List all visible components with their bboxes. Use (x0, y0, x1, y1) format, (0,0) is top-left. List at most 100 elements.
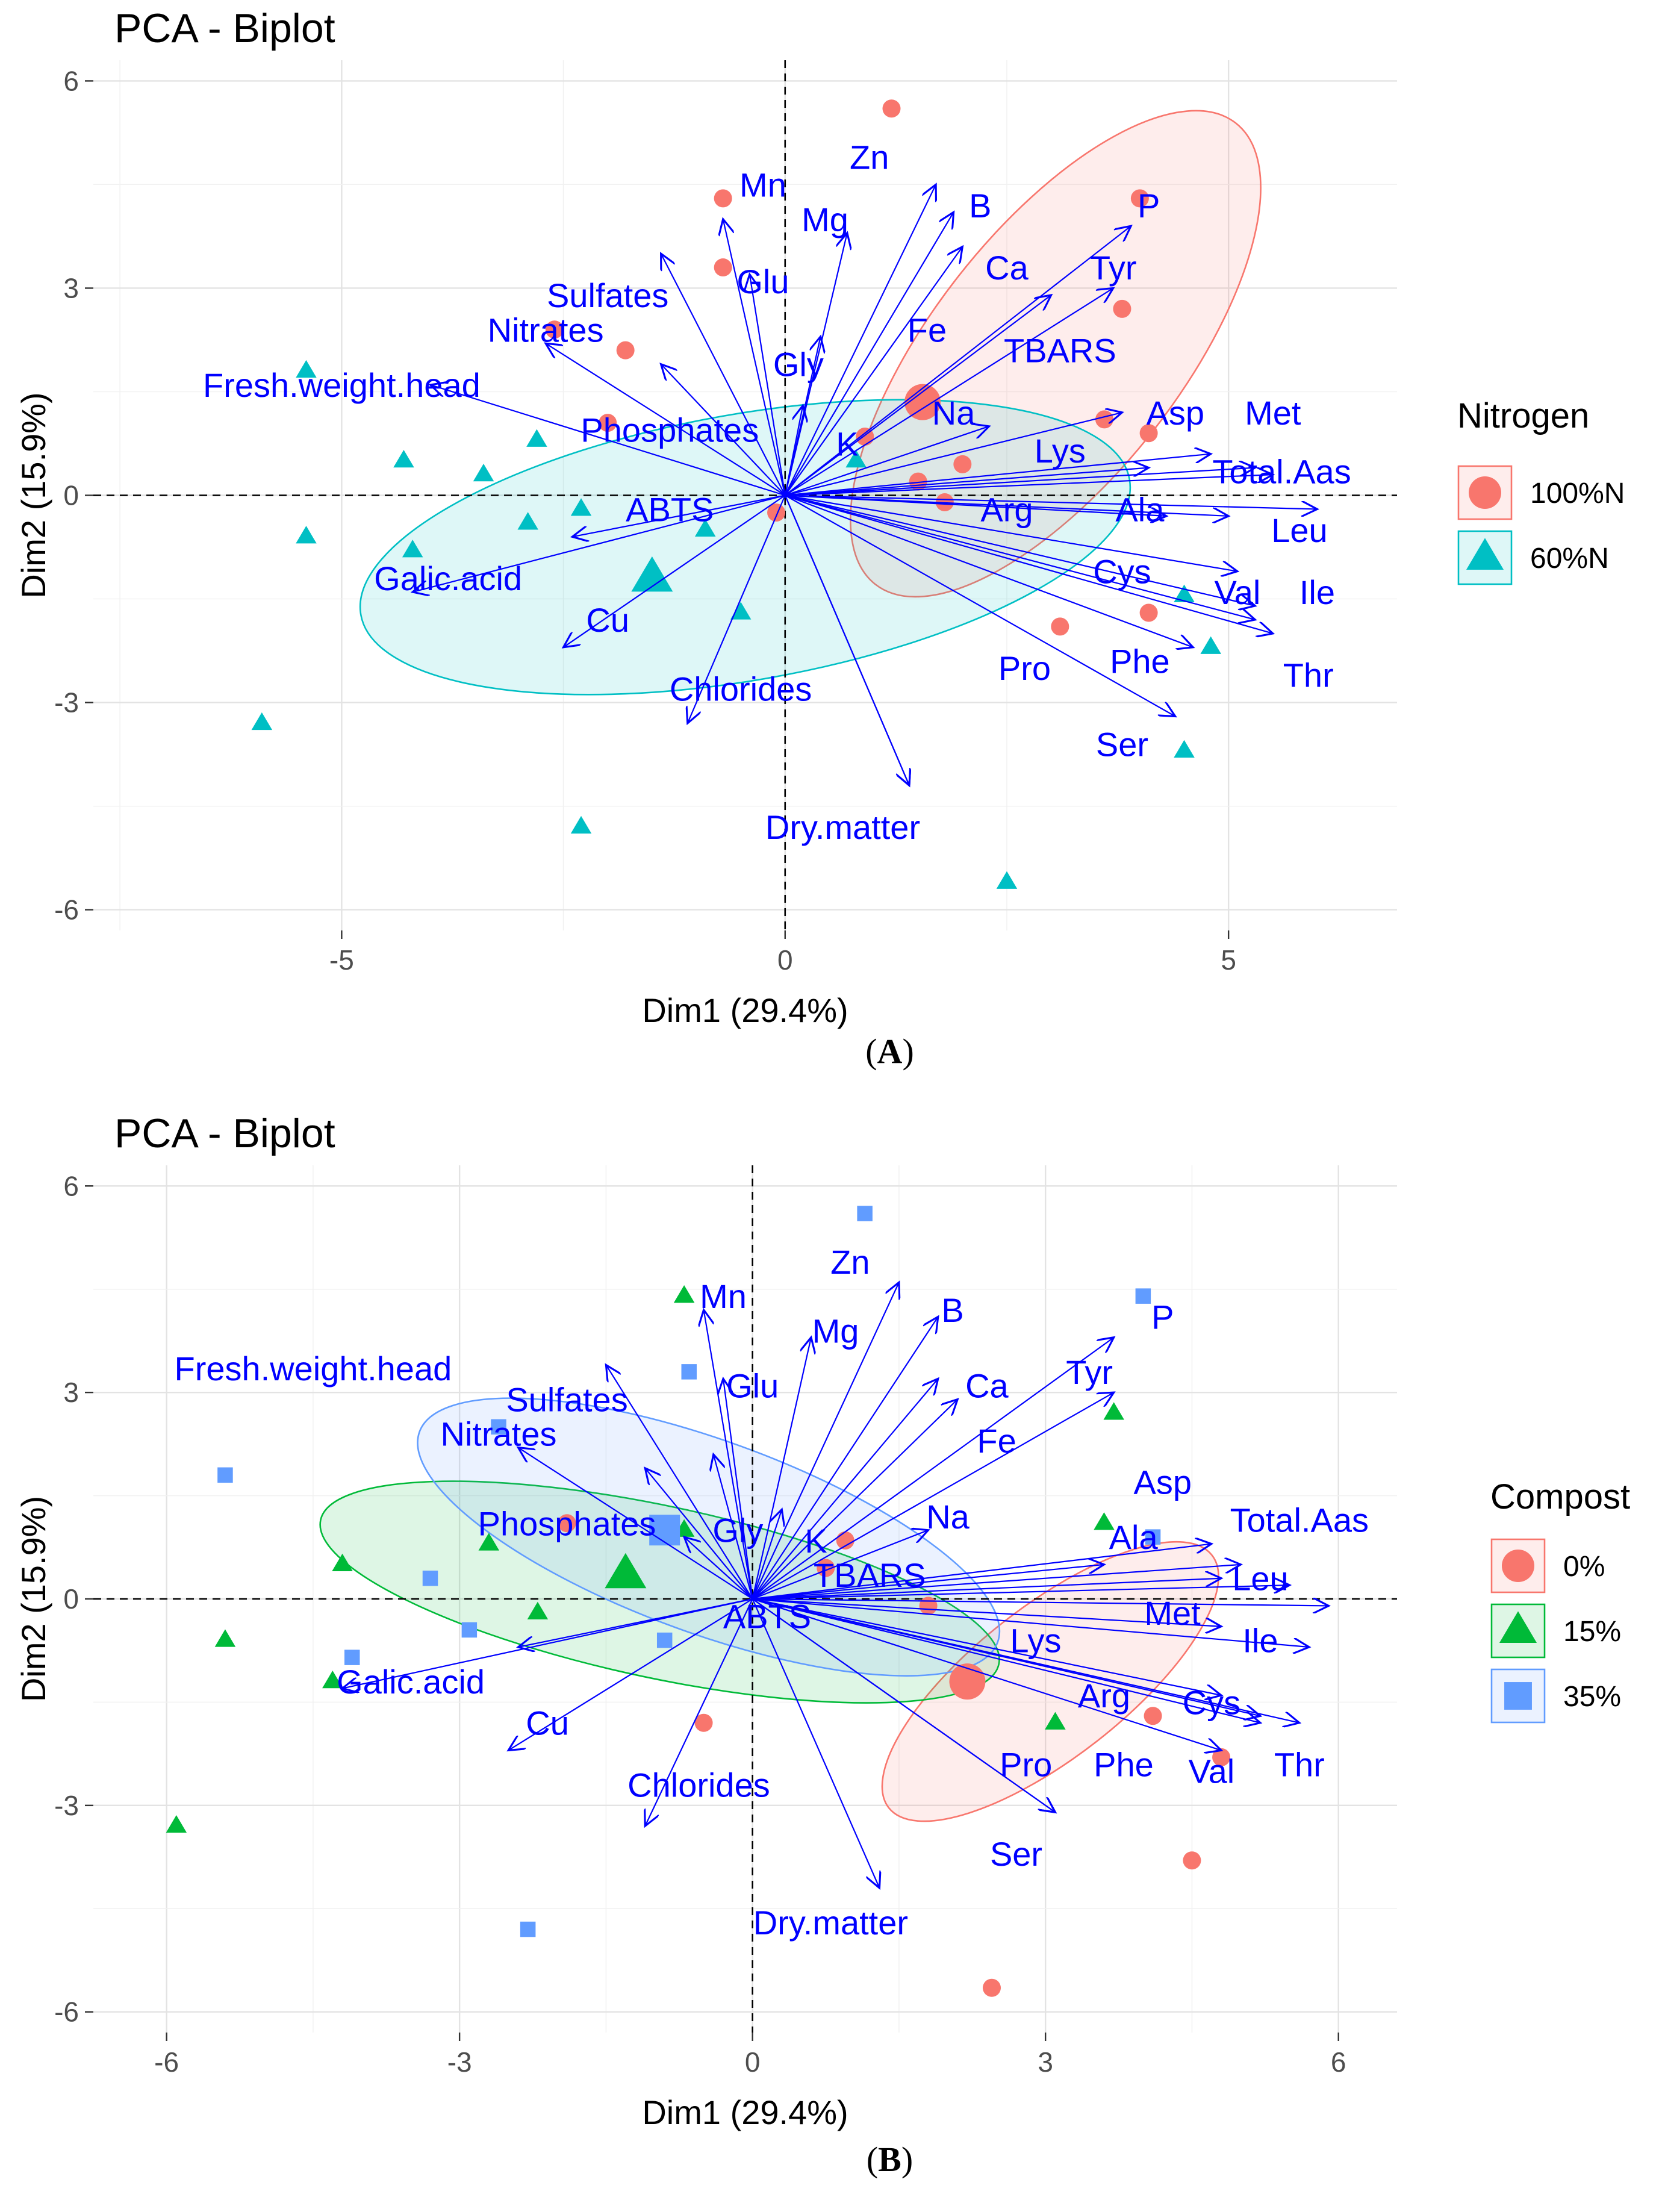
variable-arrow-lys (752, 1598, 1221, 1627)
variable-arrow-k (784, 405, 803, 496)
legend: Nitrogen 100%N 60%N (1457, 396, 1625, 585)
variable-arrow-thr (752, 1598, 1299, 1723)
variable-arrow-ser (752, 1598, 1056, 1812)
legend-label-15: 15% (1563, 1616, 1621, 1648)
data-point-60-n (570, 498, 592, 516)
group-centroid-35 (649, 1515, 680, 1546)
legend-symbol-60-n (1466, 538, 1504, 570)
legend-title: Nitrogen (1457, 396, 1589, 435)
x-axis-title: Dim1 (29.4%) (642, 2093, 848, 2131)
variable-arrow-cu (508, 1598, 753, 1750)
data-point-60-n (251, 712, 273, 731)
variable-arrow-leu (785, 494, 1318, 509)
variable-arrow-b (752, 1316, 938, 1600)
variable-label-leu: Leu (1271, 511, 1327, 549)
data-point-60-n (517, 512, 538, 530)
variable-arrow-phosphates (645, 1468, 753, 1600)
variable-label-total-aas: Total.Aas (1230, 1501, 1369, 1539)
variable-label-na: Na (932, 394, 976, 432)
data-point-100-n (1113, 299, 1131, 318)
data-point-0 (836, 1531, 854, 1550)
data-point-60-n (845, 450, 867, 468)
data-point-35 (520, 1921, 536, 1937)
variable-label-ca: Ca (985, 249, 1029, 287)
variable-label-p: P (1138, 187, 1160, 225)
data-point-60-n (526, 429, 547, 447)
legend-label-60-n: 60%N (1530, 543, 1609, 575)
x-tick-label: 6 (1331, 2046, 1346, 2078)
variable-label-val: Val (1215, 573, 1261, 611)
data-point-15 (332, 1553, 353, 1571)
variable-arrow-pro (785, 494, 1175, 717)
variable-arrow-ile (785, 494, 1256, 620)
legend-label-0: 0% (1563, 1551, 1605, 1583)
data-point-0 (982, 1978, 1001, 1997)
variable-arrow-phe (785, 494, 1193, 647)
variable-arrow-nitrates (518, 1448, 753, 1600)
variable-label-abts: ABTS (723, 1598, 811, 1636)
variable-arrow-met (785, 468, 1256, 496)
data-point-35 (344, 1650, 360, 1665)
data-point-100-n (616, 341, 635, 360)
variable-label-chlorides: Chlorides (627, 1766, 770, 1804)
data-point-60-n (296, 360, 317, 378)
legend: Compost 0% 15% 35% (1490, 1477, 1630, 1724)
x-tick-label: -3 (447, 2046, 472, 2078)
variable-label-tyr: Tyr (1066, 1353, 1113, 1391)
variable-label-met: Met (1144, 1594, 1201, 1632)
x-tick-label: -6 (154, 2046, 179, 2078)
variable-label-phosphates: Phosphates (478, 1504, 656, 1542)
variable-arrow-glu (723, 1379, 753, 1600)
variable-label-ser: Ser (1096, 725, 1148, 763)
y-tick-label: 3 (63, 272, 79, 304)
y-tick-label: 0 (63, 1583, 79, 1615)
confidence-ellipse-0 (881, 1541, 1219, 1822)
variable-label-fresh-weight-head: Fresh.weight.head (175, 1350, 452, 1388)
variable-label-p: P (1151, 1298, 1174, 1336)
variable-arrow-dry-matter (784, 495, 909, 786)
variable-label-arg: Arg (980, 490, 1033, 528)
variable-label-ser: Ser (990, 1835, 1042, 1873)
variable-label-galic-acid: Galic.acid (337, 1663, 485, 1701)
variable-arrow-k (752, 1509, 782, 1600)
data-point-0 (1183, 1851, 1201, 1870)
chart-title: PCA - Biplot (114, 1111, 335, 1156)
variable-label-lys: Lys (1035, 432, 1086, 470)
confidence-ellipse-35 (417, 1397, 1001, 1677)
data-point-35 (422, 1570, 438, 1586)
confidence-ellipse-60-n (359, 399, 1131, 696)
variable-label-thr: Thr (1283, 656, 1334, 694)
data-point-15 (1103, 1402, 1124, 1420)
variable-arrow-total-aas (785, 475, 1273, 496)
variable-label-b: B (969, 187, 991, 225)
x-axis-title: Dim1 (29.4%) (642, 991, 848, 1029)
variable-label-nitrates: Nitrates (488, 311, 604, 349)
group-centroid-0 (949, 1663, 986, 1700)
panel-caption: (B) (867, 2140, 913, 2179)
legend-title: Compost (1490, 1477, 1630, 1516)
variable-arrow-gly (714, 1454, 753, 1600)
data-point-100-n (767, 503, 786, 522)
data-point-60-n (1174, 740, 1195, 758)
variable-label-tbars: TBARS (1004, 332, 1116, 370)
variable-arrow-tyr (785, 288, 1113, 496)
data-point-15 (673, 1285, 695, 1303)
data-point-15 (1045, 1712, 1066, 1730)
data-point-15 (527, 1601, 549, 1619)
variable-arrow-cys (785, 494, 1237, 572)
data-point-15 (214, 1629, 236, 1647)
data-point-35 (857, 1206, 873, 1221)
data-point-60-n (402, 540, 423, 558)
variable-label-fe: Fe (977, 1422, 1016, 1460)
legend-symbol-0 (1502, 1550, 1534, 1582)
chart-panel-b: Zn Mn Mg B P Tyr Ca Glu Fresh.weight.head Sulfate… (14, 1111, 1630, 2179)
variable-label-total-aas: Total.Aas (1212, 452, 1351, 490)
x-tick-label: 3 (1038, 2046, 1053, 2078)
variable-label-k: K (836, 425, 858, 463)
variable-label-lys: Lys (1010, 1622, 1061, 1660)
variable-label-galic-acid: Galic.acid (374, 559, 522, 597)
legend-symbol-15 (1499, 1611, 1537, 1643)
y-tick-label: -6 (54, 894, 79, 926)
variable-arrow-ala (752, 1578, 1221, 1600)
